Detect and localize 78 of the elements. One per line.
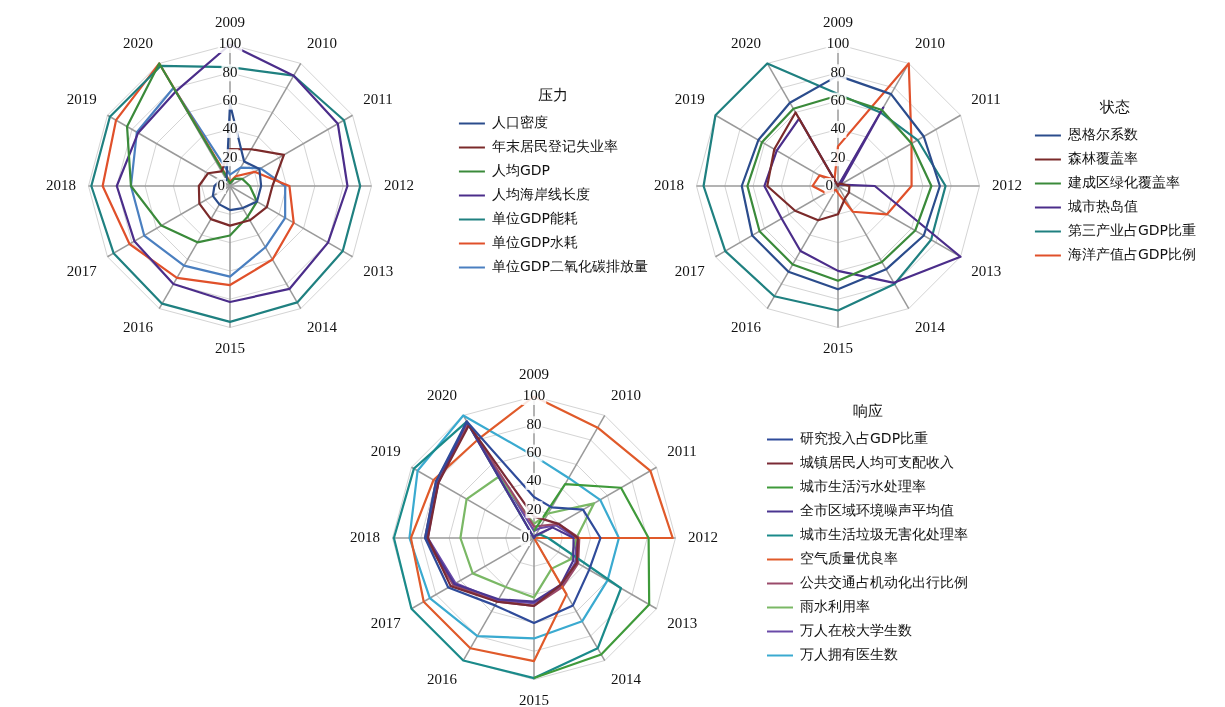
legend-label: 研究投入占GDP比重 <box>800 430 929 447</box>
y-tick-label: 80 <box>830 63 846 80</box>
y-tick-label: 60 <box>222 92 238 109</box>
legend-label: 单位GDP二氧化碳排放量 <box>491 258 649 275</box>
y-tick-label: 60 <box>830 92 846 109</box>
legend-label: 人均GDP <box>491 162 551 179</box>
y-tick-label: 60 <box>526 444 542 461</box>
legend-label: 第三产业占GDP比重 <box>1067 222 1197 239</box>
spoke-label: 2009 <box>215 13 245 30</box>
legend-label: 万人拥有医生数 <box>800 646 898 663</box>
legend-label: 单位GDP能耗 <box>491 210 579 227</box>
spoke-label: 2017 <box>370 614 402 631</box>
legend-label: 万人在校大学生数 <box>800 622 912 639</box>
spoke-label: 2017 <box>674 262 706 279</box>
y-tick-label: 80 <box>526 415 542 432</box>
spoke-label: 2018 <box>654 176 684 193</box>
y-tick-label: 20 <box>830 148 846 165</box>
y-tick-label: 40 <box>526 472 542 489</box>
y-tick-label: 0 <box>521 528 529 545</box>
y-tick-label: 80 <box>222 63 238 80</box>
spoke-label: 2016 <box>427 671 458 688</box>
spoke-label: 2013 <box>971 262 1002 279</box>
spoke-label: 2013 <box>667 614 698 631</box>
legend-label: 城镇居民人均可支配收入 <box>799 454 954 471</box>
spoke-label: 2012 <box>992 176 1022 193</box>
spoke-label: 2010 <box>611 386 641 403</box>
y-tick-label: 100 <box>826 35 850 52</box>
legend-label: 人均海岸线长度 <box>491 186 590 203</box>
spoke-label: 2020 <box>123 34 153 51</box>
spoke-label: 2016 <box>123 319 154 336</box>
spoke-label: 2011 <box>363 90 393 107</box>
legend-label: 海洋产值占GDP比例 <box>1067 246 1197 263</box>
legend-label: 年末居民登记失业率 <box>491 138 618 155</box>
spoke-label: 2011 <box>971 90 1001 107</box>
legend-label: 城市热岛值 <box>1066 198 1138 215</box>
spoke-label: 2009 <box>519 365 549 382</box>
y-tick-label: 0 <box>217 176 225 193</box>
legend-label: 空气质量优良率 <box>800 550 898 567</box>
y-tick-label: 0 <box>825 176 833 193</box>
y-tick-label: 20 <box>222 148 238 165</box>
legend-title: 响应 <box>852 401 883 420</box>
spoke-label: 2016 <box>731 319 762 336</box>
legend-label: 人口密度 <box>491 114 548 131</box>
spoke-label: 2019 <box>674 90 705 107</box>
y-tick-label: 20 <box>526 500 542 517</box>
spoke-label: 2018 <box>46 176 76 193</box>
spoke-label: 2011 <box>667 442 697 459</box>
legend-label: 森林覆盖率 <box>1067 150 1138 167</box>
spoke-label: 2010 <box>307 34 337 51</box>
legend-label: 全市区域环境噪声平均值 <box>800 502 954 519</box>
spoke-label: 2012 <box>688 528 718 545</box>
legend-label: 雨水利用率 <box>800 598 870 615</box>
spoke-label: 2019 <box>66 90 97 107</box>
spoke-label: 2017 <box>66 262 98 279</box>
legend-label: 单位GDP水耗 <box>491 234 579 251</box>
legend-title: 状态 <box>1099 97 1131 116</box>
legend-label: 城市生活污水处理率 <box>799 478 926 495</box>
y-tick-label: 40 <box>222 120 238 137</box>
spoke-label: 2018 <box>350 528 380 545</box>
spoke-label: 2014 <box>307 319 338 336</box>
spoke-label: 2019 <box>370 442 401 459</box>
legend-label: 建成区绿化覆盖率 <box>1066 174 1180 191</box>
spoke-label: 2012 <box>384 176 414 193</box>
spoke-label: 2014 <box>915 319 946 336</box>
spoke-label: 2015 <box>823 339 853 356</box>
legend-label: 城市生活垃圾无害化处理率 <box>799 526 968 543</box>
legend-label: 公共交通占机动化出行比例 <box>800 574 968 591</box>
spoke-label: 2015 <box>215 339 245 356</box>
legend-label: 恩格尔系数 <box>1066 126 1138 143</box>
spoke-label: 2014 <box>611 671 642 688</box>
spoke-label: 2010 <box>915 34 945 51</box>
spoke-label: 2009 <box>823 13 853 30</box>
spoke-label: 2015 <box>519 691 549 707</box>
spoke-label: 2013 <box>363 262 394 279</box>
y-tick-label: 40 <box>830 120 846 137</box>
spoke-label: 2020 <box>427 386 457 403</box>
spoke-label: 2020 <box>731 34 761 51</box>
legend-title: 压力 <box>538 85 569 104</box>
